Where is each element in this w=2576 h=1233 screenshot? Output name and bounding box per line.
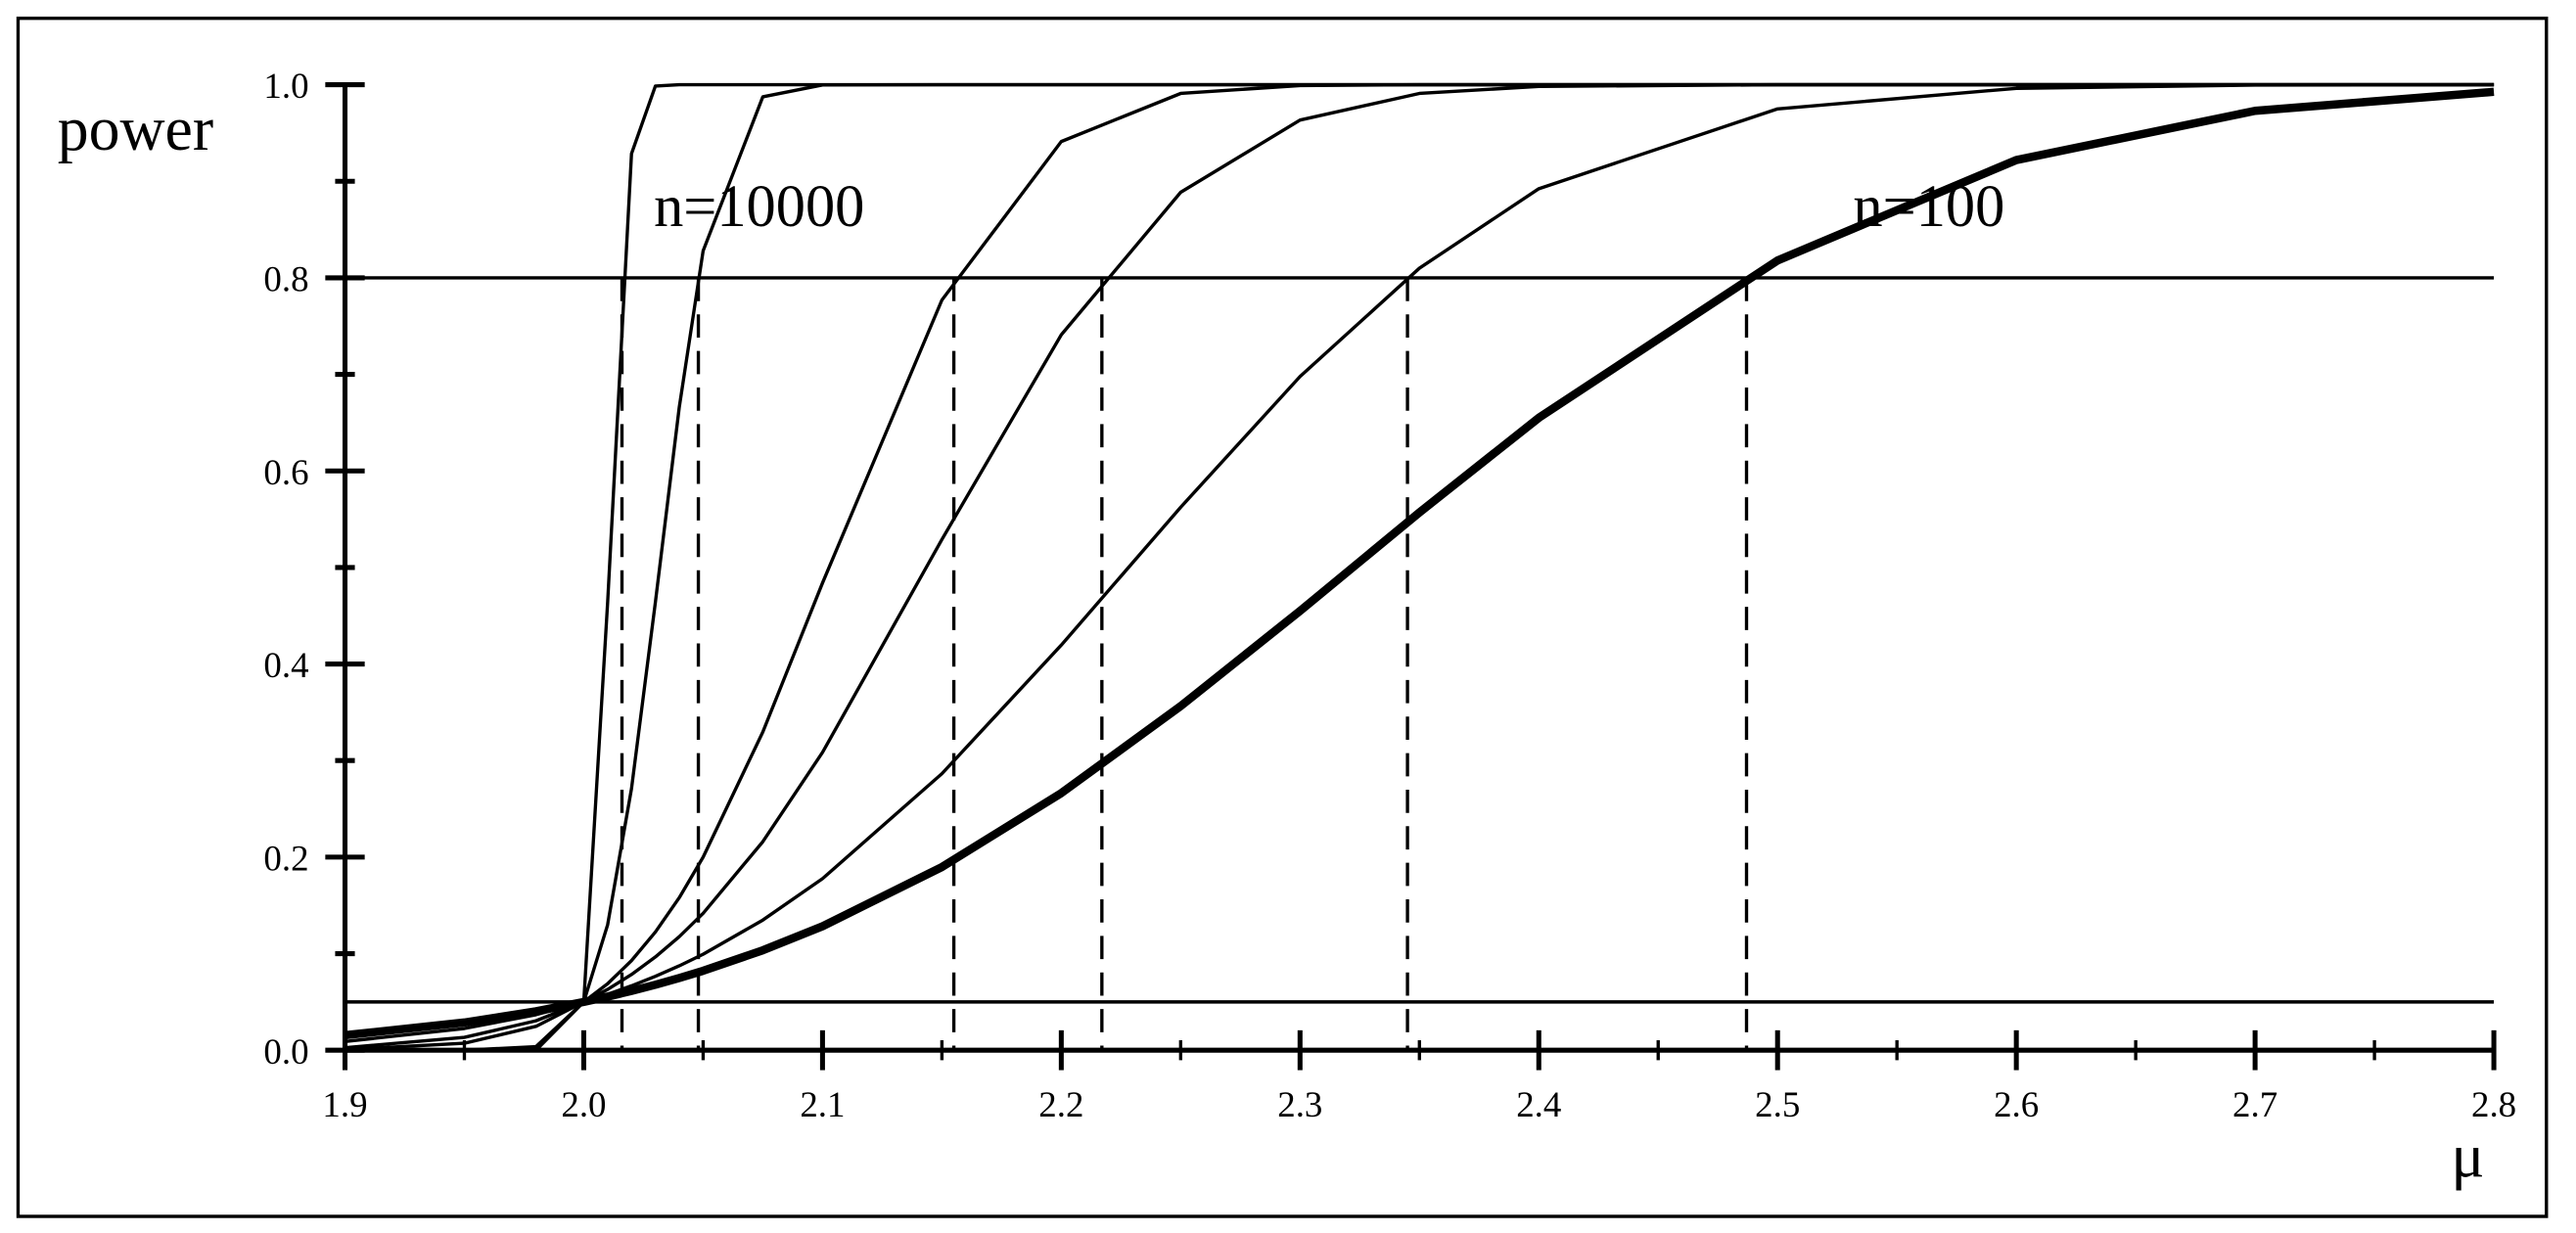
x-tick-label: 2.7 bbox=[2232, 1085, 2277, 1125]
y-tick-label: 0.6 bbox=[263, 453, 308, 493]
annotation: n=100 bbox=[1853, 174, 2004, 240]
y-tick-label: 0.0 bbox=[263, 1032, 308, 1073]
frame bbox=[16, 16, 2549, 1218]
x-axis-label: μ bbox=[2451, 1120, 2484, 1190]
y-axis-label: power bbox=[58, 94, 213, 163]
y-tick-label: 0.2 bbox=[263, 839, 308, 879]
y-tick-label: 0.4 bbox=[263, 646, 308, 686]
y-tick-label: 1.0 bbox=[263, 67, 308, 107]
power-curve bbox=[345, 82, 2495, 1052]
x-tick-label: 2.6 bbox=[1994, 1085, 2039, 1125]
x-tick-label: 2.4 bbox=[1516, 1085, 1561, 1125]
x-tick-label: 1.9 bbox=[322, 1085, 367, 1125]
y-tick-label: 0.8 bbox=[263, 259, 308, 299]
annotation: n=10000 bbox=[654, 174, 864, 240]
x-tick-label: 2.5 bbox=[1755, 1085, 1800, 1125]
x-tick-label: 2.8 bbox=[2471, 1085, 2516, 1125]
x-tick-label: 2.0 bbox=[561, 1085, 606, 1125]
x-tick-label: 2.1 bbox=[800, 1085, 845, 1125]
x-tick-label: 2.3 bbox=[1277, 1085, 1322, 1125]
x-tick-label: 2.2 bbox=[1038, 1085, 1083, 1125]
